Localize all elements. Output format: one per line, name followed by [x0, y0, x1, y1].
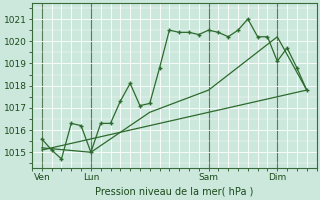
X-axis label: Pression niveau de la mer( hPa ): Pression niveau de la mer( hPa ) [95, 187, 253, 197]
